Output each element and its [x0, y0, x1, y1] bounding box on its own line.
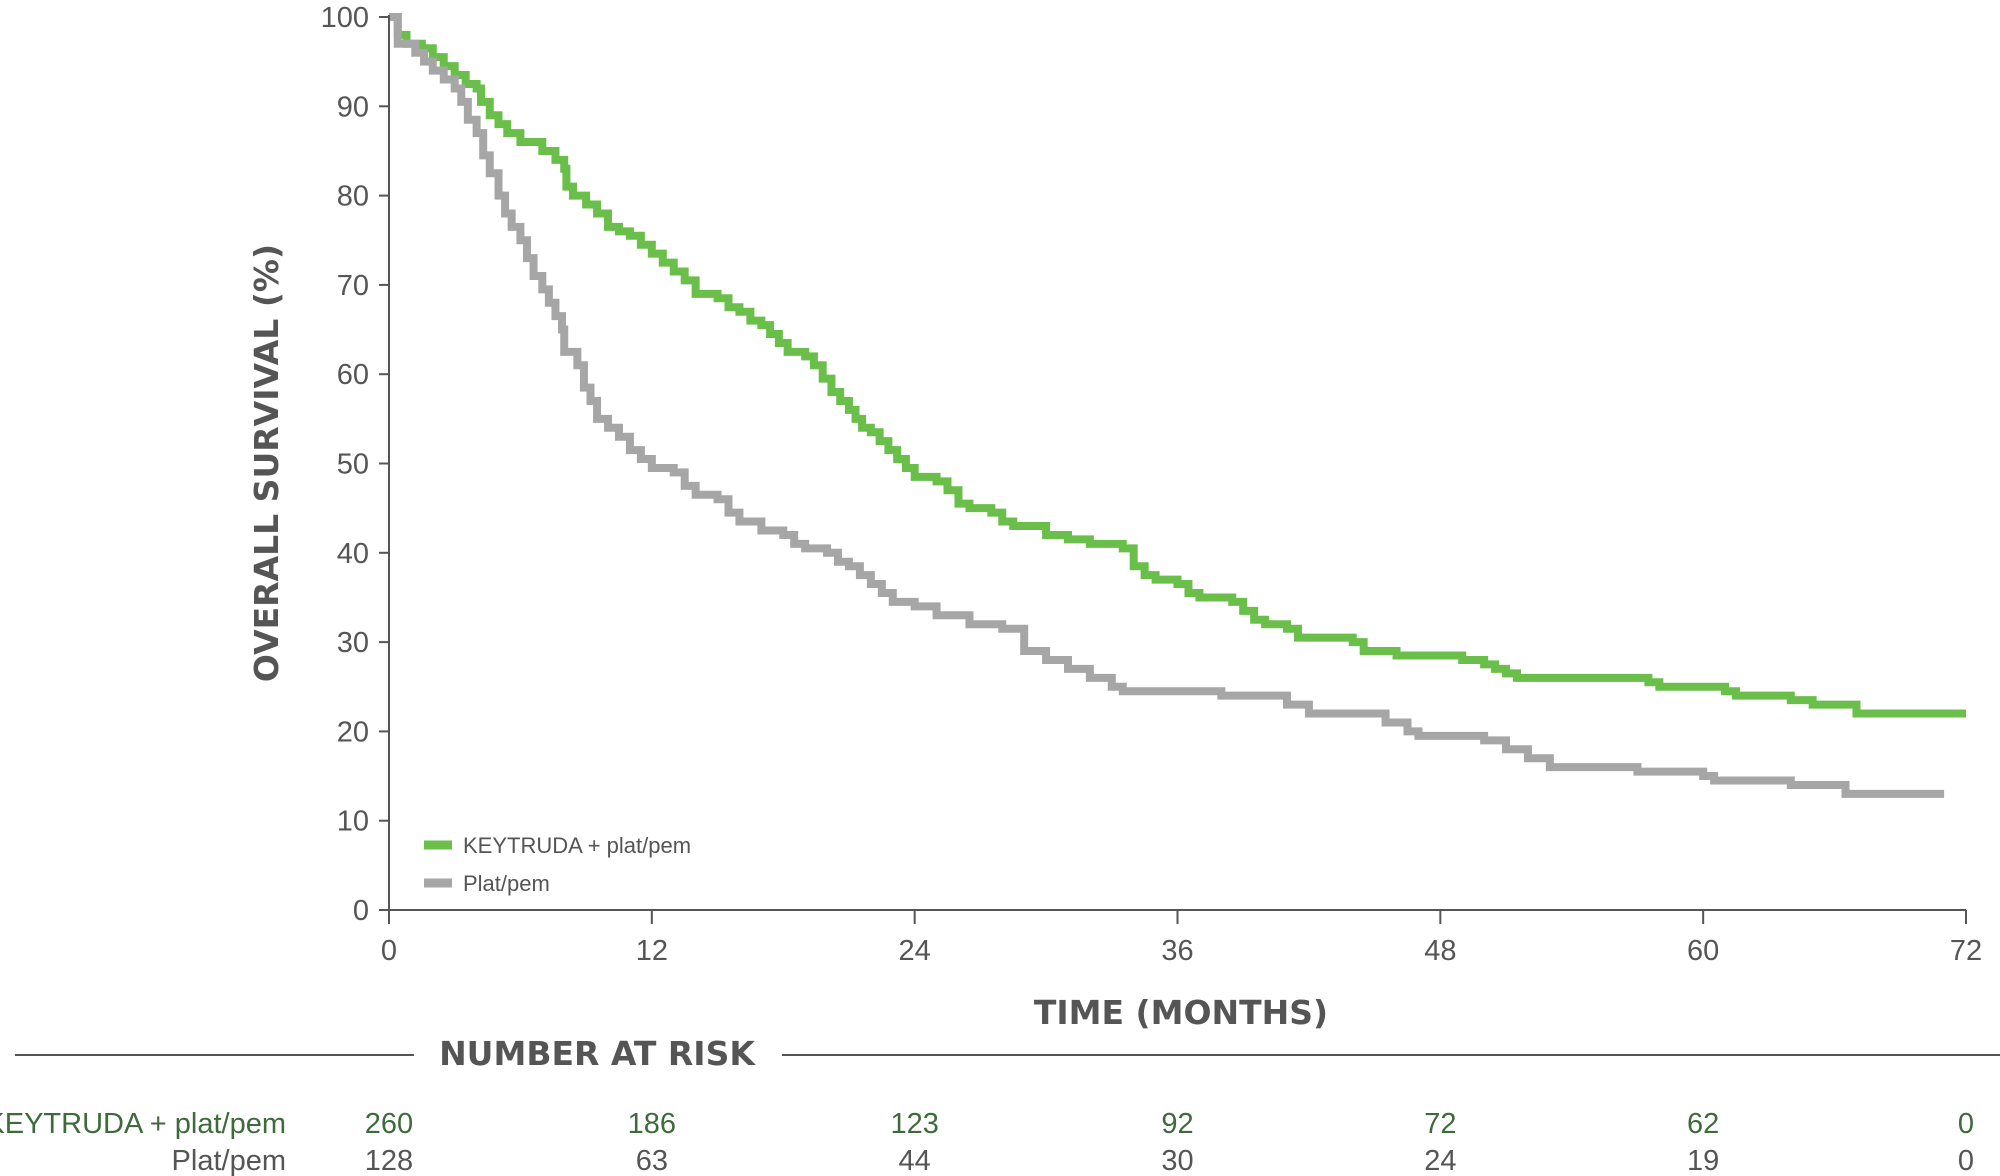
y-tick-label: 80 — [337, 181, 369, 213]
risk-value-keytruda: 0 — [1958, 1108, 1974, 1140]
risk-row-label-keytruda: KEYTRUDA + plat/pem — [0, 1108, 286, 1140]
risk-value-keytruda: 123 — [890, 1108, 938, 1140]
risk-value-platpem: 24 — [1424, 1145, 1456, 1176]
y-tick-label: 60 — [337, 359, 369, 391]
risk-row-label-platpem: Plat/pem — [172, 1145, 286, 1176]
risk-table-title: NUMBER AT RISK — [439, 1034, 756, 1073]
risk-value-platpem: 128 — [365, 1145, 413, 1176]
survival-curve-platpem — [389, 13, 1945, 798]
legend-label-keytruda: KEYTRUDA + plat/pem — [463, 833, 691, 858]
y-tick-label: 20 — [337, 716, 369, 748]
y-tick-label: 100 — [321, 2, 369, 34]
survival-curve-keytruda — [389, 13, 1966, 718]
y-ticks: 0 10 20 30 40 50 60 70 80 90 100 — [321, 2, 389, 927]
y-tick-label: 70 — [337, 270, 369, 302]
risk-value-platpem: 63 — [636, 1145, 668, 1176]
x-tick-label: 24 — [899, 935, 931, 967]
y-tick-label: 0 — [353, 895, 369, 927]
risk-value-keytruda: 260 — [365, 1108, 413, 1140]
x-tick-label: 48 — [1424, 935, 1456, 967]
x-tick-label: 12 — [636, 935, 668, 967]
x-axis-title: TIME (MONTHS) — [1034, 993, 1328, 1032]
x-tick-label: 72 — [1950, 935, 1982, 967]
risk-value-platpem: 44 — [899, 1145, 931, 1176]
risk-value-platpem: 30 — [1161, 1145, 1193, 1176]
axes: 0 10 20 30 40 50 60 70 80 90 100 0 12 24 36 48 60 72 — [321, 2, 1983, 967]
risk-value-platpem: 0 — [1958, 1145, 1974, 1176]
y-tick-label: 40 — [337, 538, 369, 570]
risk-value-keytruda: 92 — [1161, 1108, 1193, 1140]
risk-value-keytruda: 62 — [1687, 1108, 1719, 1140]
x-tick-label: 60 — [1687, 935, 1719, 967]
legend-label-platpem: Plat/pem — [463, 871, 550, 896]
survival-curves — [389, 13, 1966, 798]
risk-value-platpem: 19 — [1687, 1145, 1719, 1176]
risk-value-keytruda: 186 — [628, 1108, 676, 1140]
risk-values: 260 186 123 92 72 62 0 128 63 44 30 24 19 0 — [365, 1108, 1974, 1176]
y-tick-label: 90 — [337, 91, 369, 123]
legend: KEYTRUDA + plat/pem Plat/pem — [424, 833, 691, 896]
x-tick-label: 0 — [381, 935, 397, 967]
x-tick-label: 36 — [1161, 935, 1193, 967]
y-axis-title: OVERALL SURVIVAL (%) — [247, 244, 286, 682]
y-tick-label: 30 — [337, 627, 369, 659]
x-ticks: 0 12 24 36 48 60 72 — [381, 910, 1982, 967]
number-at-risk-table: NUMBER AT RISK KEYTRUDA + plat/pem Plat/… — [0, 1034, 2000, 1176]
y-tick-label: 10 — [337, 806, 369, 838]
risk-value-keytruda: 72 — [1424, 1108, 1456, 1140]
y-tick-label: 50 — [337, 449, 369, 481]
